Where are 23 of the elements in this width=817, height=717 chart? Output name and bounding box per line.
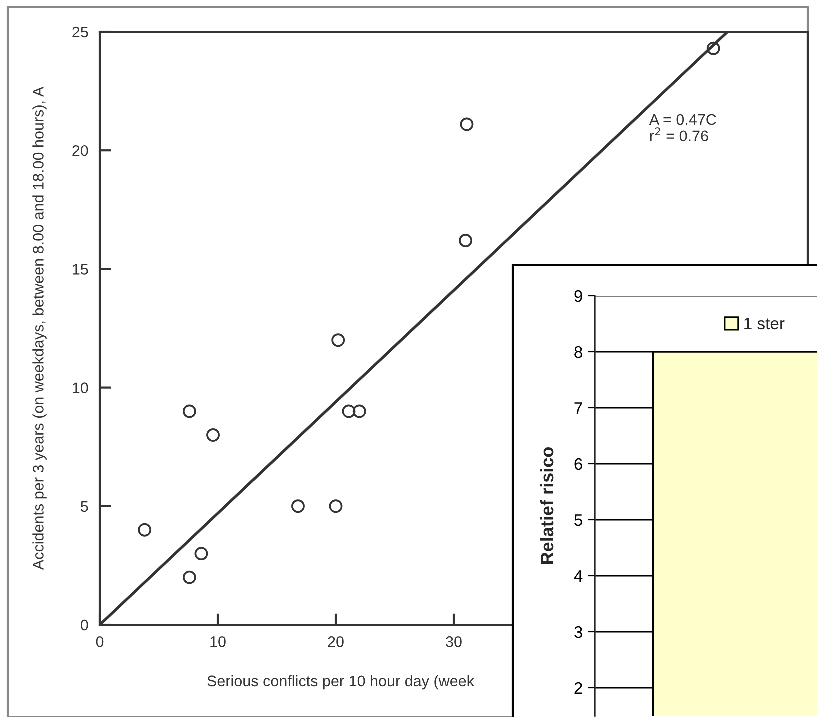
y-tick-label: 20	[72, 145, 88, 156]
x-tick-label: 0	[96, 636, 104, 648]
y-axis-title: Relatief risico	[540, 447, 554, 564]
x-tick-label: 10	[210, 636, 226, 648]
y-tick-label: 5	[81, 501, 88, 512]
x-axis-title: Serious conflicts per 10 hour day (week	[208, 675, 474, 690]
y-tick-label: 0	[80, 620, 88, 631]
y-tick-label: 3	[574, 626, 582, 638]
annotation: A = 0.47C r$^{2}$ = 0.76	[649, 114, 716, 142]
y-tick-label: 5	[574, 514, 582, 526]
y-tick-label: 9	[574, 290, 582, 302]
y-tick-label: 15	[73, 264, 88, 275]
x-tick-label: 20	[328, 636, 344, 648]
y-axis-title: Accidents per 3 years (on weekdays, between 8.00 and 18.00 hours), A	[32, 86, 47, 570]
y-tick-label: 6	[574, 458, 582, 470]
y-tick-label: 8	[574, 346, 582, 358]
y-tick-label: 10	[73, 382, 88, 394]
y-tick-label: 4	[574, 570, 583, 582]
y-tick-label: 2	[574, 682, 582, 694]
legend-label: 1 ster	[744, 318, 785, 330]
y-tick-label: 25	[72, 26, 88, 38]
x-tick-label: 30	[446, 636, 462, 648]
y-tick-label: 7	[574, 402, 582, 414]
